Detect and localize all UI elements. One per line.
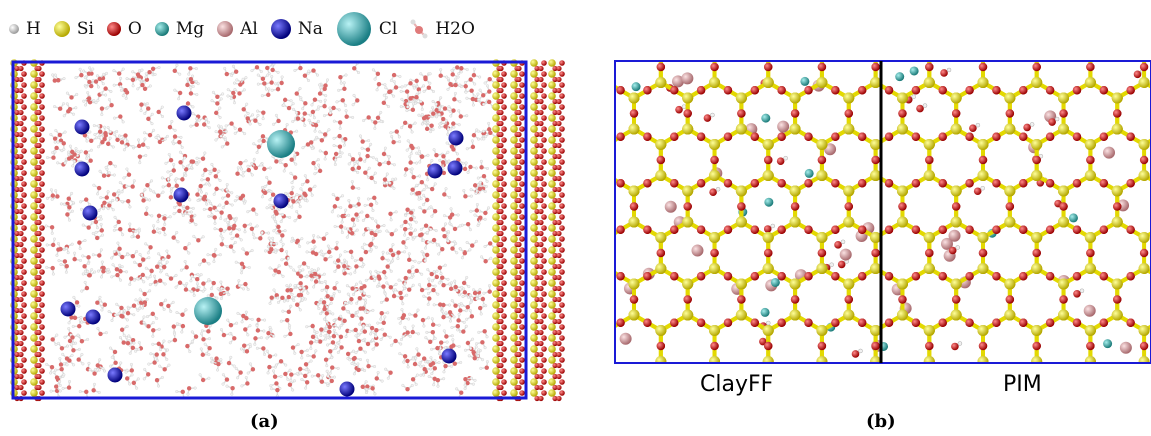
water-molecules	[44, 60, 497, 400]
legend-label: H2O	[435, 19, 475, 39]
sodium-sphere-icon	[270, 19, 291, 39]
legend-label: Na	[297, 19, 323, 39]
clayff-label: ClayFF	[700, 372, 774, 397]
legend-item-o: O	[106, 19, 142, 39]
clay-surface-top-view	[614, 60, 1151, 364]
legend-label: O	[127, 19, 142, 39]
clay-layer-left	[10, 59, 45, 402]
legend-label: Cl	[378, 19, 398, 39]
silicon-sphere-icon	[53, 21, 70, 37]
legend-item-na: Na	[270, 18, 323, 40]
subpanel-b-label: (b)	[866, 411, 896, 432]
legend-label: H	[26, 19, 41, 39]
legend-item-mg: Mg	[154, 19, 204, 39]
oxygen-sphere-icon	[106, 22, 121, 36]
legend-item-al: Al	[216, 19, 258, 39]
legend-item-h2o: H2O	[409, 17, 475, 41]
clay-layer-right	[492, 59, 565, 402]
subpanel-a-label: (a)	[250, 411, 279, 432]
legend-item-si: Si	[53, 19, 94, 39]
water-molecule-icon	[410, 19, 428, 39]
periodic-box-outline	[614, 60, 1151, 364]
underlying-atoms	[619, 66, 1145, 358]
legend-label: Al	[240, 19, 258, 39]
legend-item-cl: Cl	[335, 10, 397, 48]
periodic-box-outline	[11, 60, 528, 400]
magnesium-sphere-icon	[154, 22, 169, 36]
ions	[60, 105, 464, 397]
chlorine-sphere-icon	[336, 12, 371, 46]
hexagonal-silica-lattice	[615, 61, 1151, 363]
simulation-box-side-view	[10, 59, 565, 402]
legend-item-h: H	[8, 19, 41, 39]
legend-label: Si	[76, 19, 94, 39]
aluminium-sphere-icon	[217, 21, 234, 37]
pim-label: PIM	[1003, 372, 1042, 397]
legend-label: Mg	[175, 19, 205, 39]
atom-legend: H Si O Mg Al Na	[8, 12, 481, 46]
hydrogen-sphere-icon	[9, 24, 19, 34]
